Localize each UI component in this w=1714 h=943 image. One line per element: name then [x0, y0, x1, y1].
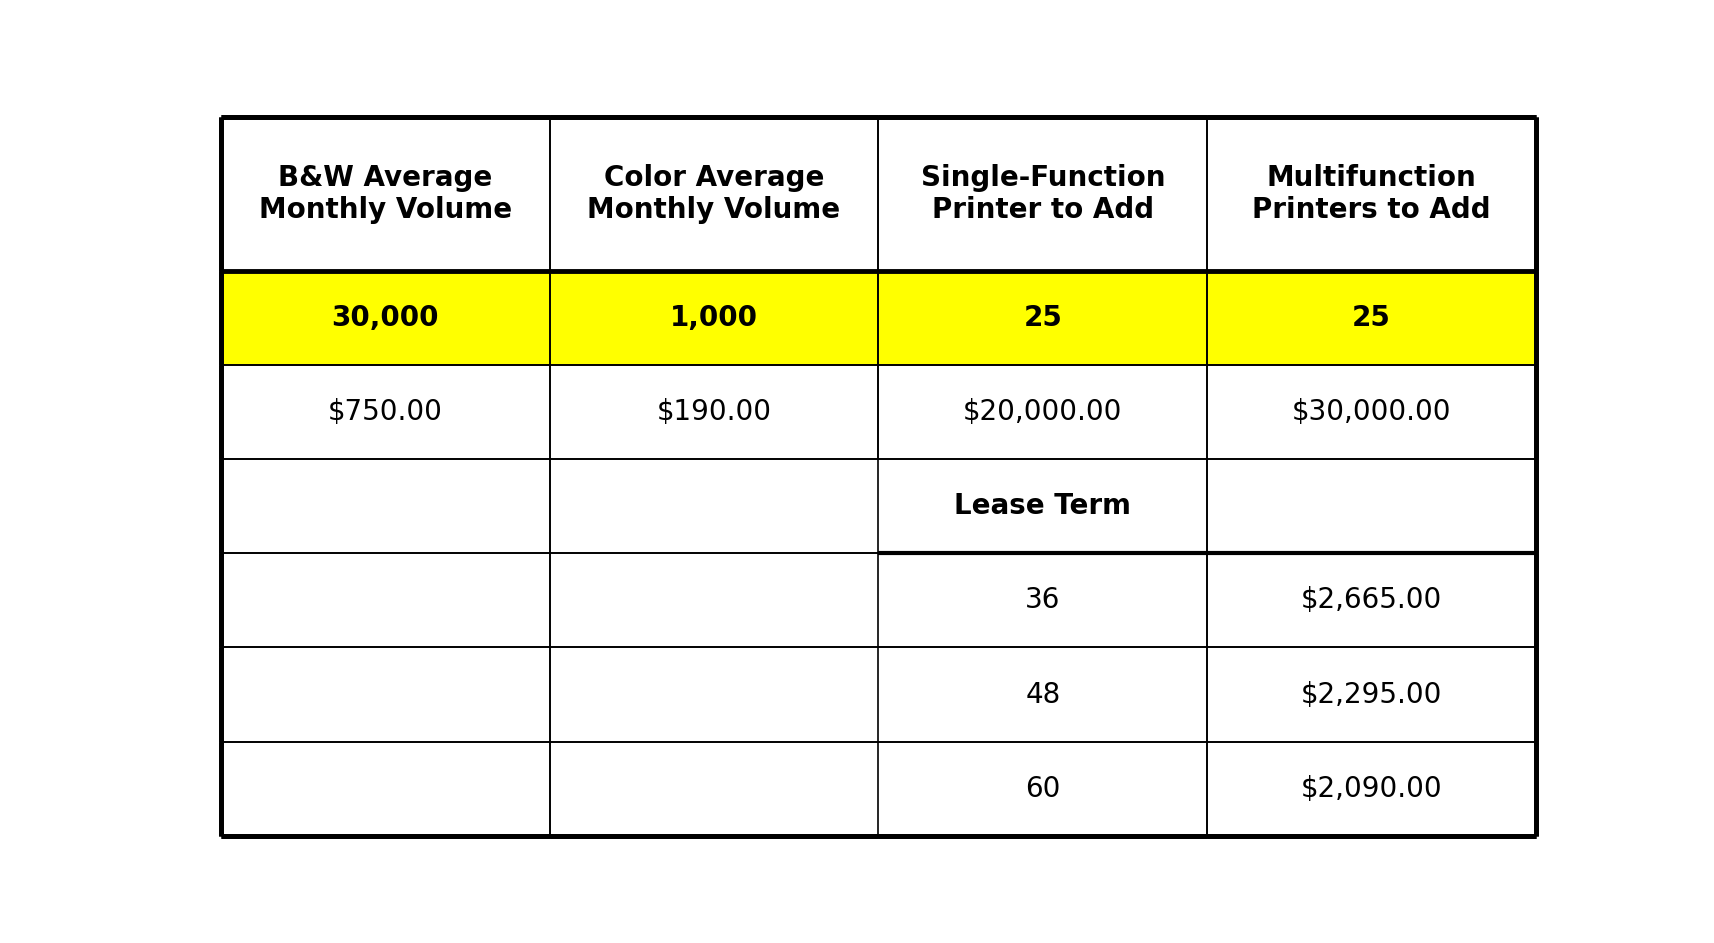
Text: 1,000: 1,000 [670, 305, 758, 332]
Text: Multifunction
Printers to Add: Multifunction Printers to Add [1253, 164, 1491, 224]
Text: $190.00: $190.00 [656, 398, 771, 426]
Text: $750.00: $750.00 [327, 398, 442, 426]
Bar [550, 648, 878, 741]
Bar [878, 741, 1207, 835]
Bar [878, 648, 1207, 741]
Bar [1207, 272, 1536, 365]
Bar [550, 117, 878, 272]
Text: 25: 25 [1352, 305, 1392, 332]
Text: B&W Average
Monthly Volume: B&W Average Monthly Volume [259, 164, 512, 224]
Bar [878, 365, 1207, 459]
Bar [221, 554, 550, 648]
Bar [878, 272, 1207, 365]
Bar [221, 648, 550, 741]
Bar [1207, 648, 1536, 741]
Bar [878, 117, 1207, 272]
Bar [550, 554, 878, 648]
Bar [1207, 117, 1536, 272]
Bar [221, 741, 550, 835]
Text: $2,665.00: $2,665.00 [1301, 587, 1441, 615]
Bar [878, 459, 1207, 554]
Text: $2,295.00: $2,295.00 [1301, 681, 1441, 708]
Text: $30,000.00: $30,000.00 [1292, 398, 1452, 426]
Bar [878, 554, 1207, 648]
Text: 60: 60 [1025, 774, 1061, 802]
Bar [550, 365, 878, 459]
Bar [221, 272, 550, 365]
Text: $2,090.00: $2,090.00 [1301, 774, 1443, 802]
Bar [221, 365, 550, 459]
Bar [1207, 741, 1536, 835]
Text: $20,000.00: $20,000.00 [963, 398, 1123, 426]
Bar [1207, 459, 1536, 554]
Bar [550, 459, 878, 554]
Text: Lease Term: Lease Term [955, 492, 1131, 521]
Bar [1207, 554, 1536, 648]
Bar [550, 272, 878, 365]
Text: 48: 48 [1025, 681, 1061, 708]
Text: Color Average
Monthly Volume: Color Average Monthly Volume [588, 164, 840, 224]
Bar [221, 459, 550, 554]
Text: Single-Function
Printer to Add: Single-Function Printer to Add [920, 164, 1166, 224]
Bar [550, 741, 878, 835]
Text: 30,000: 30,000 [331, 305, 439, 332]
Text: 25: 25 [1023, 305, 1063, 332]
Bar [221, 117, 550, 272]
Bar [1207, 365, 1536, 459]
Text: 36: 36 [1025, 587, 1061, 615]
